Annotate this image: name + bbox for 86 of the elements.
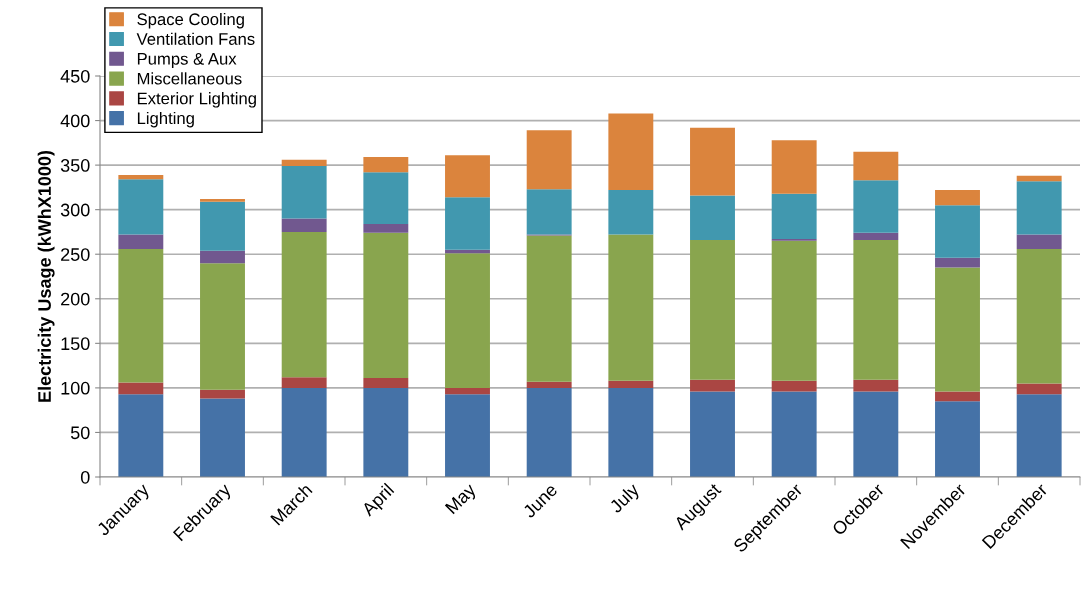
bar [935,401,980,477]
bar [445,387,490,395]
bar [853,379,899,392]
bar [608,113,654,191]
bar [118,394,164,477]
bar [853,151,899,181]
bar [363,378,409,388]
legend-label: Pumps & Aux [137,53,237,69]
bar [1016,181,1062,235]
bar [281,231,327,378]
y-tick-label: 50 [70,426,90,440]
bar [445,197,490,250]
bar [608,380,654,388]
y-tick-label: 0 [80,470,90,484]
bar [853,232,899,240]
bar [526,189,572,235]
y-tick-label: 200 [61,292,90,306]
bar [200,389,245,399]
y-tick-label: 450 [60,69,90,83]
y-axis-title: Electricity Usage (kWhX1000) [37,150,55,402]
bar [281,166,327,219]
bar [281,377,327,388]
bar [771,380,817,392]
bar [935,190,980,206]
bar [281,159,327,166]
bar [690,127,735,196]
bar [771,240,817,381]
bar [526,130,572,190]
bar [935,267,980,392]
bar [771,140,817,194]
bar [363,223,409,233]
bar [281,218,327,232]
bar [200,398,245,477]
bar [363,387,409,477]
legend-label: Space Cooling [137,12,244,29]
bar [690,239,735,380]
bar [690,195,735,240]
bar [200,201,245,251]
legend-label: Ventilation Fans [136,32,255,45]
bar [771,391,817,477]
y-tick-label: 150 [61,337,90,351]
bar [118,248,164,383]
y-tick-label: 100 [61,381,90,395]
bar [118,174,164,180]
bar [118,382,164,395]
bar [200,250,245,264]
bar [281,387,327,477]
legend-label: Lighting [137,111,194,128]
bar [935,205,980,258]
bar [771,193,817,240]
bar [200,198,245,202]
bar [608,387,654,477]
bar [363,157,409,173]
bar [608,190,654,235]
bar [853,391,899,477]
y-tick-label: 250 [61,248,90,261]
bar [1016,175,1062,182]
bar [200,263,245,390]
bar [1016,394,1062,477]
bar [690,379,735,392]
y-tick-label: 350 [60,159,90,172]
bar [526,381,572,388]
x-tick-label: July [608,481,643,517]
bar [1016,248,1062,384]
bar [935,257,980,268]
bar [363,172,409,224]
bar [118,234,164,249]
bar [118,179,164,235]
bar [1016,234,1062,249]
bar [853,239,899,380]
bar [445,155,490,198]
bar [690,391,735,477]
bar [608,234,654,381]
bar [363,232,409,379]
y-tick-label: 300 [60,203,90,217]
bar [1016,383,1062,395]
bar [526,387,572,477]
y-tick-label: 400 [60,114,90,128]
bar [853,180,899,233]
x-tick-label: May [444,482,480,517]
bar [445,394,490,477]
bar [526,235,572,382]
legend-label: Exterior Lighting [137,92,256,108]
bar [445,253,490,388]
legend-label: Miscellaneous [137,72,242,85]
bar [935,391,980,402]
